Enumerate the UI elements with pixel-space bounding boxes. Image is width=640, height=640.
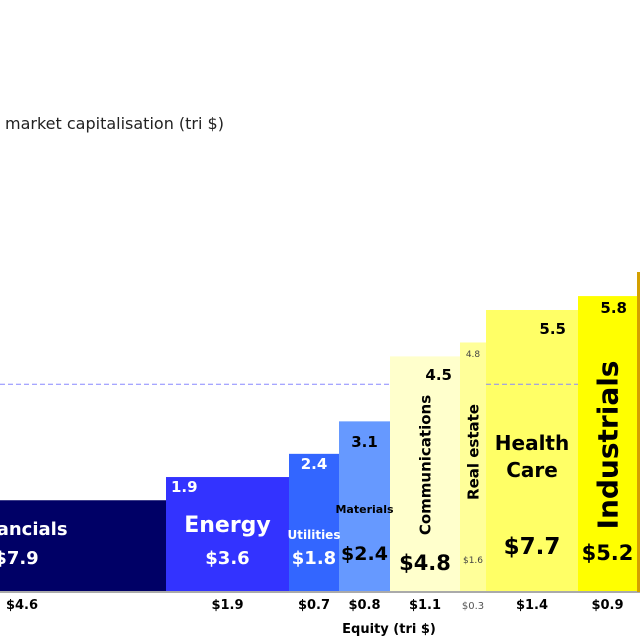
bar-financials xyxy=(0,500,166,592)
equity-tick-label: $0.9 xyxy=(591,598,623,613)
bar-name-label: Industrials xyxy=(591,361,624,530)
bar-name-label: Real estate xyxy=(464,404,482,500)
bar-name-label: Utilities xyxy=(288,528,341,542)
bar-utilities xyxy=(289,453,339,592)
market-cap-label: $5.2 xyxy=(582,541,634,565)
bar-value-label: 2.4 xyxy=(301,455,328,473)
bar-name-label: Care xyxy=(506,458,558,482)
bar-materials xyxy=(339,421,390,592)
bar-value-label: 4.8 xyxy=(466,350,481,360)
equity-tick-label: $0.3 xyxy=(462,601,484,612)
bar-communications xyxy=(390,356,460,592)
equity-tick-label: $1.4 xyxy=(516,598,548,613)
bar-energy xyxy=(166,477,289,592)
equity-tick-label: $1.9 xyxy=(211,598,243,613)
bar-health-care xyxy=(486,310,578,592)
bar-name-label: Energy xyxy=(184,513,271,538)
market-cap-label: $3.6 xyxy=(205,548,249,569)
market-cap-label: $4.8 xyxy=(399,551,451,575)
equity-tick-label: $0.8 xyxy=(348,598,380,613)
equity-tick-label: $4.6 xyxy=(6,598,38,613)
bar-value-label: 5.8 xyxy=(600,299,627,317)
chart-title: market capitalisation (tri $) xyxy=(5,114,224,133)
bar-value-label: 1.9 xyxy=(171,478,198,496)
market-cap-label: $7.9 xyxy=(0,548,39,569)
bar-name-label: Communications xyxy=(416,395,434,535)
market-cap-label: $1.8 xyxy=(292,548,336,569)
bar-industrials xyxy=(578,296,637,592)
bar-value-label: 3.1 xyxy=(351,433,378,451)
bar-name-label: Health xyxy=(495,431,569,455)
x-axis-label: Equity (tri $) xyxy=(342,622,436,637)
bar-name-label: Financials xyxy=(0,519,68,540)
equity-tick-label: $1.1 xyxy=(409,598,441,613)
bar-real-estate xyxy=(460,342,486,592)
bar-value-label: 4.5 xyxy=(425,366,452,384)
market-cap-label: $7.7 xyxy=(504,534,561,560)
equity-tick-label: $0.7 xyxy=(298,598,330,613)
bar-value-label: 5.5 xyxy=(539,320,566,338)
bar-name-label: Materials xyxy=(335,503,393,516)
market-cap-label: $1.6 xyxy=(463,556,483,566)
market-cap-label: $2.4 xyxy=(341,543,388,565)
